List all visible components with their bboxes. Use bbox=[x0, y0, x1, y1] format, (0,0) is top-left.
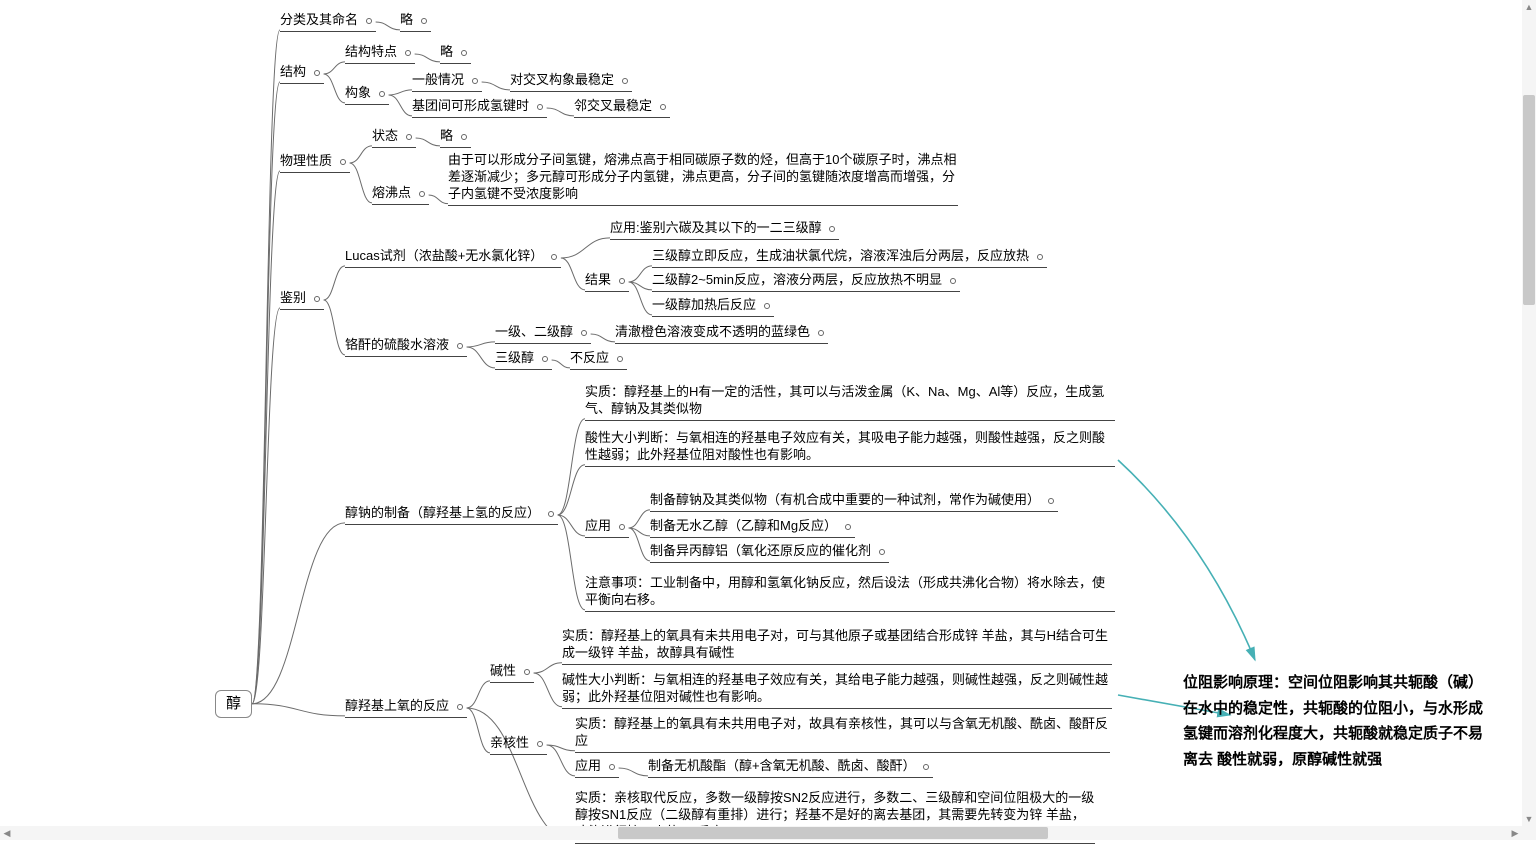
toggle-dot-icon[interactable] bbox=[524, 669, 530, 675]
toggle-dot-icon[interactable] bbox=[622, 78, 628, 84]
node-n5b[interactable]: 碱性 bbox=[490, 663, 534, 683]
node-n4b1a[interactable]: 清澈橙色溶液变成不透明的蓝绿色 bbox=[615, 324, 828, 344]
toggle-dot-icon[interactable] bbox=[379, 91, 385, 97]
node-n5c2a[interactable]: 制备无机酸酯（醇+含氧无机酸、酰卤、酸酐） bbox=[648, 758, 933, 778]
node-n5b2[interactable]: 碱性大小判断：与氧相连的羟基电子效应有关，其给电子能力越强，则碱性越强，反之则碱… bbox=[562, 672, 1112, 709]
toggle-dot-icon[interactable] bbox=[457, 704, 463, 710]
node-n3a1[interactable]: 略 bbox=[440, 128, 471, 148]
toggle-dot-icon[interactable] bbox=[619, 524, 625, 530]
node-n5a4[interactable]: 注意事项：工业制备中，用醇和氢氧化钠反应，然后设法（形成共沸化合物）将水除去，使… bbox=[585, 575, 1115, 612]
toggle-dot-icon[interactable] bbox=[1037, 254, 1043, 260]
toggle-dot-icon[interactable] bbox=[314, 296, 320, 302]
node-n5a3c[interactable]: 制备异丙醇铝（氧化还原反应的催化剂 bbox=[650, 543, 889, 563]
toggle-dot-icon[interactable] bbox=[845, 524, 851, 530]
toggle-dot-icon[interactable] bbox=[340, 159, 346, 165]
node-n4b[interactable]: 铬酐的硫酸水溶液 bbox=[345, 337, 467, 357]
node-n5c2[interactable]: 应用 bbox=[575, 758, 619, 778]
toggle-dot-icon[interactable] bbox=[617, 356, 623, 362]
mindmap-canvas[interactable]: 醇 分类及其命名 略 结构 结构特点 略 构象 一般情况 对交叉构象最稳定 基团… bbox=[0, 0, 1536, 840]
toggle-dot-icon[interactable] bbox=[461, 134, 467, 140]
toggle-dot-icon[interactable] bbox=[879, 549, 885, 555]
toggle-dot-icon[interactable] bbox=[419, 191, 425, 197]
node-n3b1[interactable]: 由于可以形成分子间氢键，熔沸点高于相同碳原子数的烃，但高于10个碳原子时，沸点相… bbox=[448, 152, 958, 206]
toggle-dot-icon[interactable] bbox=[829, 226, 835, 232]
node-n4[interactable]: 鉴别 bbox=[280, 290, 324, 310]
toggle-dot-icon[interactable] bbox=[542, 356, 548, 362]
vertical-scroll-thumb[interactable] bbox=[1523, 95, 1535, 305]
scroll-left-icon[interactable]: ◀ bbox=[0, 826, 14, 840]
toggle-dot-icon[interactable] bbox=[950, 278, 956, 284]
node-n4b2[interactable]: 三级醇 bbox=[495, 350, 552, 370]
toggle-dot-icon[interactable] bbox=[609, 764, 615, 770]
toggle-dot-icon[interactable] bbox=[923, 764, 929, 770]
toggle-dot-icon[interactable] bbox=[660, 104, 666, 110]
horizontal-scrollbar[interactable]: ◀ ▶ bbox=[0, 826, 1536, 840]
toggle-dot-icon[interactable] bbox=[818, 330, 824, 336]
node-n4b2a[interactable]: 不反应 bbox=[570, 350, 627, 370]
toggle-dot-icon[interactable] bbox=[472, 78, 478, 84]
toggle-dot-icon[interactable] bbox=[405, 50, 411, 56]
node-n2a1[interactable]: 略 bbox=[440, 44, 471, 64]
node-n5c[interactable]: 亲核性 bbox=[490, 735, 547, 755]
node-n2a[interactable]: 结构特点 bbox=[345, 44, 415, 64]
node-n5a3a[interactable]: 制备醇钠及其类似物（有机合成中重要的一种试剂，常作为碱使用） bbox=[650, 492, 1058, 512]
toggle-dot-icon[interactable] bbox=[537, 741, 543, 747]
node-n4a2a[interactable]: 三级醇立即反应，生成油状氯代烷，溶液浑浊后分两层，反应放热 bbox=[652, 248, 1047, 268]
toggle-dot-icon[interactable] bbox=[537, 104, 543, 110]
node-n3[interactable]: 物理性质 bbox=[280, 153, 350, 173]
node-n4a[interactable]: Lucas试剂（浓盐酸+无水氯化锌） bbox=[345, 248, 561, 268]
toggle-dot-icon[interactable] bbox=[421, 18, 427, 24]
node-n2b2[interactable]: 基团间可形成氢键时 bbox=[412, 98, 547, 118]
horizontal-scroll-thumb[interactable] bbox=[618, 827, 1048, 839]
node-n3a[interactable]: 状态 bbox=[372, 128, 416, 148]
scroll-right-icon[interactable]: ▶ bbox=[1508, 826, 1522, 840]
toggle-dot-icon[interactable] bbox=[366, 18, 372, 24]
node-n4a2c[interactable]: 一级醇加热后反应 bbox=[652, 297, 774, 317]
node-n2b2a[interactable]: 邻交叉最稳定 bbox=[574, 98, 670, 118]
toggle-dot-icon[interactable] bbox=[581, 330, 587, 336]
node-n2b1[interactable]: 一般情况 bbox=[412, 72, 482, 92]
side-note: 位阻影响原理：空间位阻影响其共轭酸（碱）在水中的稳定性，共轭酸的位阻小，与水形成… bbox=[1183, 670, 1493, 772]
node-n5c1[interactable]: 实质：醇羟基上的氧具有未共用电子对，故具有亲核性，其可以与含氧无机酸、酰卤、酸酐… bbox=[575, 716, 1110, 753]
node-n2[interactable]: 结构 bbox=[280, 64, 324, 84]
toggle-dot-icon[interactable] bbox=[461, 50, 467, 56]
scroll-down-icon[interactable]: ▼ bbox=[1522, 812, 1536, 826]
toggle-dot-icon[interactable] bbox=[1048, 498, 1054, 504]
toggle-dot-icon[interactable] bbox=[457, 343, 463, 349]
toggle-dot-icon[interactable] bbox=[551, 254, 557, 260]
node-n4a2b[interactable]: 二级醇2~5min反应，溶液分两层，反应放热不明显 bbox=[652, 272, 960, 292]
node-n1a[interactable]: 略 bbox=[400, 12, 431, 32]
node-n4a2[interactable]: 结果 bbox=[585, 272, 629, 292]
node-n5a2[interactable]: 酸性大小判断：与氧相连的羟基电子效应有关，其吸电子能力越强，则酸性越强，反之则酸… bbox=[585, 430, 1115, 467]
node-n2b1a[interactable]: 对交叉构象最稳定 bbox=[510, 72, 632, 92]
node-n1[interactable]: 分类及其命名 bbox=[280, 12, 376, 32]
vertical-scrollbar[interactable]: ▲ ▼ bbox=[1522, 0, 1536, 840]
toggle-dot-icon[interactable] bbox=[406, 134, 412, 140]
toggle-dot-icon[interactable] bbox=[764, 303, 770, 309]
node-n5a1[interactable]: 实质：醇羟基上的H有一定的活性，其可以与活泼金属（K、Na、Mg、Al等）反应，… bbox=[585, 384, 1115, 421]
node-n5a3[interactable]: 应用 bbox=[585, 518, 629, 538]
node-n3b[interactable]: 熔沸点 bbox=[372, 185, 429, 205]
node-n5b1[interactable]: 实质：醇羟基上的氧具有未共用电子对，可与其他原子或基团结合形成锌 羊盐，其与H结… bbox=[562, 628, 1112, 665]
scroll-up-icon[interactable]: ▲ bbox=[1522, 0, 1536, 14]
node-n5[interactable]: 醇羟基上氧的反应 bbox=[345, 698, 467, 718]
node-n5a3b[interactable]: 制备无水乙醇（乙醇和Mg反应） bbox=[650, 518, 855, 538]
root-node[interactable]: 醇 bbox=[215, 690, 252, 718]
node-n4b1[interactable]: 一级、二级醇 bbox=[495, 324, 591, 344]
node-n4a1[interactable]: 应用:鉴别六碳及其以下的一二三级醇 bbox=[610, 220, 839, 240]
toggle-dot-icon[interactable] bbox=[314, 70, 320, 76]
toggle-dot-icon[interactable] bbox=[548, 511, 554, 517]
node-n5a[interactable]: 醇钠的制备（醇羟基上氢的反应） bbox=[345, 505, 558, 525]
toggle-dot-icon[interactable] bbox=[619, 278, 625, 284]
node-n2b[interactable]: 构象 bbox=[345, 85, 389, 105]
